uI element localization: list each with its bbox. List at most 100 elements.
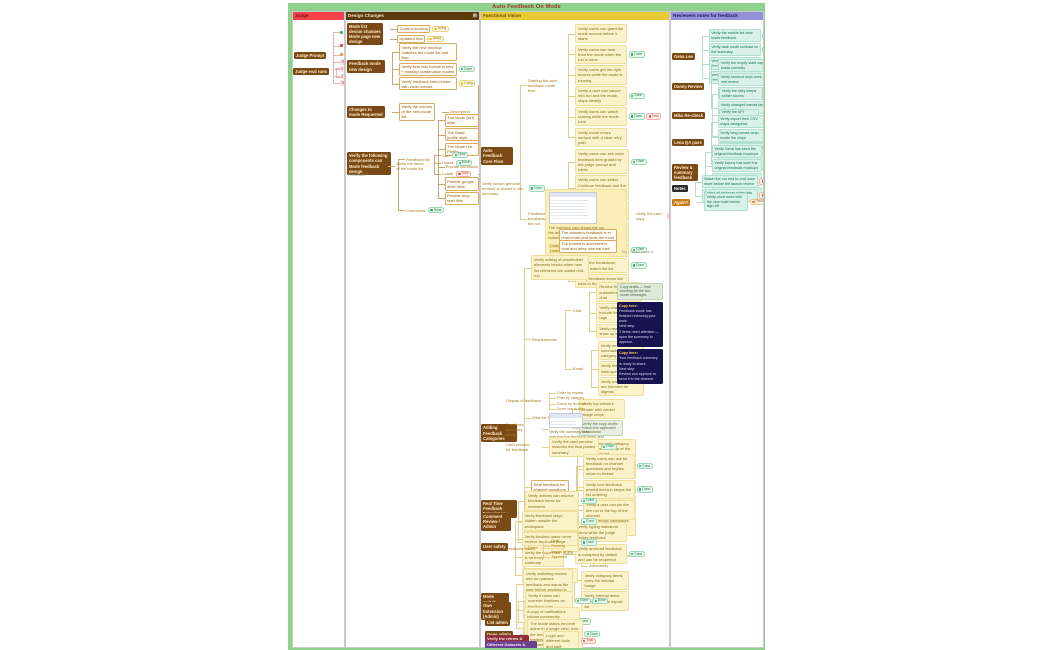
map-node[interactable]: Display of feedback — [506, 398, 541, 404]
map-node[interactable]: Comments — [406, 207, 426, 213]
map-node[interactable]: Verify dark mode contrast on the summary — [708, 43, 761, 56]
status-chip-todo[interactable]: Todo — [759, 192, 763, 199]
map-node[interactable]: Requirements — [532, 336, 557, 342]
map-node[interactable]: [ user 5 ] — [549, 248, 566, 253]
status-chip-done[interactable]: Done — [580, 497, 597, 505]
status-chip-done[interactable]: Done — [528, 185, 545, 192]
map-node[interactable]: Chat — [572, 307, 582, 313]
map-node[interactable]: Verify top winners render with correct i… — [579, 399, 626, 419]
status-chip-done[interactable]: Done — [427, 206, 444, 214]
map-branch-node[interactable]: Judge Prompt — [294, 51, 327, 60]
map-node[interactable]: Provide google drive links — [444, 177, 479, 191]
map-node[interactable]: Cart — [442, 152, 450, 158]
status-chip-done[interactable]: Done — [600, 443, 617, 451]
status-chip-done[interactable]: Done — [630, 158, 647, 166]
map-node[interactable]: Verify the colours of the new mode list — [399, 102, 435, 121]
map-node[interactable]: Verify the card copy — [636, 211, 662, 222]
panel-judge-header[interactable]: Judge — [293, 12, 344, 20]
map-branch-node[interactable]: Auto Feedback Core Flow — [481, 147, 513, 165]
status-chip-todo[interactable]: Todo — [759, 178, 763, 185]
map-node[interactable]: Copy here: Your feedback summary is read… — [617, 349, 663, 385]
status-chip-todo[interactable]: Todo — [646, 113, 662, 120]
map-branch-node[interactable]: Mode feedback — [347, 162, 382, 170]
map-node[interactable]: Feedback list — [406, 156, 430, 162]
map-branch-node[interactable]: Mika Re-check — [672, 111, 706, 119]
status-chip-done[interactable]: Done — [458, 65, 475, 73]
status-chip-todo[interactable]: Todo — [666, 212, 669, 220]
map-node[interactable]: Verify known genuine territory is shown … — [482, 181, 524, 197]
status-chip-done[interactable]: Done — [580, 518, 597, 526]
map-node[interactable]: Verify the copy drafts match the approve… — [579, 420, 624, 437]
map-node[interactable]: [ user 1 ] — [549, 243, 566, 248]
map-node[interactable]: Order by newest — [556, 391, 584, 396]
map-branch-node[interactable]: Lena QA pass — [672, 138, 704, 147]
map-node[interactable]: Copy here: Feedback mode has finished re… — [617, 301, 663, 348]
status-chip-done[interactable]: Done — [592, 597, 609, 605]
map-node[interactable]: Current mockup — [397, 24, 431, 33]
map-node[interactable]: Verify a user can pin the live run to th… — [583, 500, 635, 521]
map-node[interactable]: Verify archived feedback is collapsed by… — [575, 544, 627, 564]
map-node[interactable]: Email — [572, 366, 583, 371]
status-chip-done[interactable]: Done — [628, 550, 645, 558]
map-node[interactable]: Verify feedback stays hidden outside the… — [521, 511, 578, 531]
map-branch-node[interactable]: Adding Feedback Categories — [481, 424, 517, 443]
map-node[interactable]: Verify import from CSV maps categories — [717, 115, 763, 128]
status-chip-done[interactable]: Done — [762, 46, 763, 53]
map-node[interactable]: Needs review — [551, 549, 574, 554]
map-node[interactable]: Watch the run end-to-end once more befor… — [701, 175, 758, 188]
map-node[interactable]: Score low to high — [556, 406, 585, 411]
map-branch-node[interactable]: User safety — [481, 543, 508, 551]
map-node[interactable]: Verify users can ask for feedback on cha… — [583, 453, 635, 479]
map-branch-node[interactable]: Changes to mode Requested — [347, 105, 385, 119]
map-node[interactable]: Top posted is accessed in chat and deep … — [559, 239, 617, 253]
map-node[interactable]: Verify users can see each feedback item … — [575, 149, 629, 175]
status-chip-done[interactable]: Done — [628, 92, 645, 100]
status-chip-done[interactable]: Done — [452, 151, 469, 159]
map-node[interactable]: Wins for feedback — [532, 415, 565, 421]
map-node[interactable]: Verify once more with the new build befo… — [704, 193, 749, 211]
panel-menu-icon[interactable]: ⊞ — [472, 13, 477, 19]
map-node[interactable]: The Basic profile style — [444, 128, 479, 142]
map-node[interactable]: Verify the new mockup matches the mode l… — [399, 43, 457, 62]
map-branch-node[interactable]: Done admin — [485, 630, 513, 638]
map-node[interactable]: Review — [340, 73, 344, 80]
map-node[interactable]: Feedback breakdown after the run — [528, 211, 557, 227]
map-branch-node[interactable]: Danny Review — [672, 82, 705, 91]
map-node[interactable]: Verify new feedback posted mid-run keeps… — [583, 479, 635, 500]
status-chip-done[interactable]: Done — [636, 462, 653, 470]
map-node[interactable]: Verify editing of placeholder elements b… — [531, 255, 589, 280]
map-node[interactable]: Verify shortcut keys work mid-review — [718, 73, 763, 86]
map-node[interactable]: Verify the empty state copy reads correc… — [718, 59, 763, 72]
map-node[interactable]: Actionability — [589, 564, 609, 569]
map-node[interactable]: Filter by category — [556, 396, 585, 401]
map-node[interactable]: Verify users can hear from the mode when… — [575, 44, 627, 65]
map-node[interactable]: Loads — [442, 171, 454, 177]
map-node[interactable]: Verify users can watch scoring while the… — [575, 106, 627, 127]
map-branch-node[interactable]: Own Extension (Admin) — [481, 602, 511, 621]
status-chip-doing[interactable]: Doing — [431, 25, 449, 33]
map-branch-node[interactable]: Comment Review / Admin — [481, 512, 511, 531]
map-node[interactable]: Verify Danny has seen the original feedb… — [712, 159, 762, 172]
map-branch-node[interactable]: Review & summary feedback — [672, 163, 698, 182]
map-node[interactable]: Verify admins can resolve feedback items… — [525, 491, 579, 511]
status-chip-done[interactable]: Done — [456, 159, 473, 167]
status-chip-done[interactable]: Done — [762, 32, 763, 39]
map-branch-node[interactable]: Judge eval runs — [293, 68, 329, 76]
map-branch-node[interactable]: Gena Lee — [672, 52, 695, 61]
map-node[interactable]: Verify mode errors surface with a clear … — [575, 127, 627, 148]
map-node[interactable]: Verify the card preview matches the fina… — [549, 437, 599, 457]
map-node[interactable]: Group by reviewer — [556, 401, 587, 406]
map-node[interactable]: Description — [450, 109, 471, 115]
map-node[interactable]: Provide drop start lists — [444, 191, 479, 206]
map-node[interactable]: Top / Down (zoom) — [621, 249, 653, 254]
map-branch-node[interactable]: Feedback mode new design — [347, 60, 385, 73]
map-node[interactable]: Verify company items carry the internal … — [581, 570, 630, 591]
map-node[interactable]: Feedback states — [506, 546, 536, 552]
map-node[interactable]: Updated flow — [397, 34, 426, 43]
map-node[interactable]: Verify the report link is on every summa… — [521, 547, 564, 568]
map-node[interactable]: Verify a user can cancel mid-run and the… — [575, 86, 627, 106]
map-node[interactable]: Card preview for feedback — [506, 441, 530, 452]
map-branch-node[interactable]: Mode page new design — [347, 32, 383, 46]
status-chip-done[interactable]: Done — [584, 630, 601, 638]
map-node[interactable]: Notes — [672, 185, 688, 193]
